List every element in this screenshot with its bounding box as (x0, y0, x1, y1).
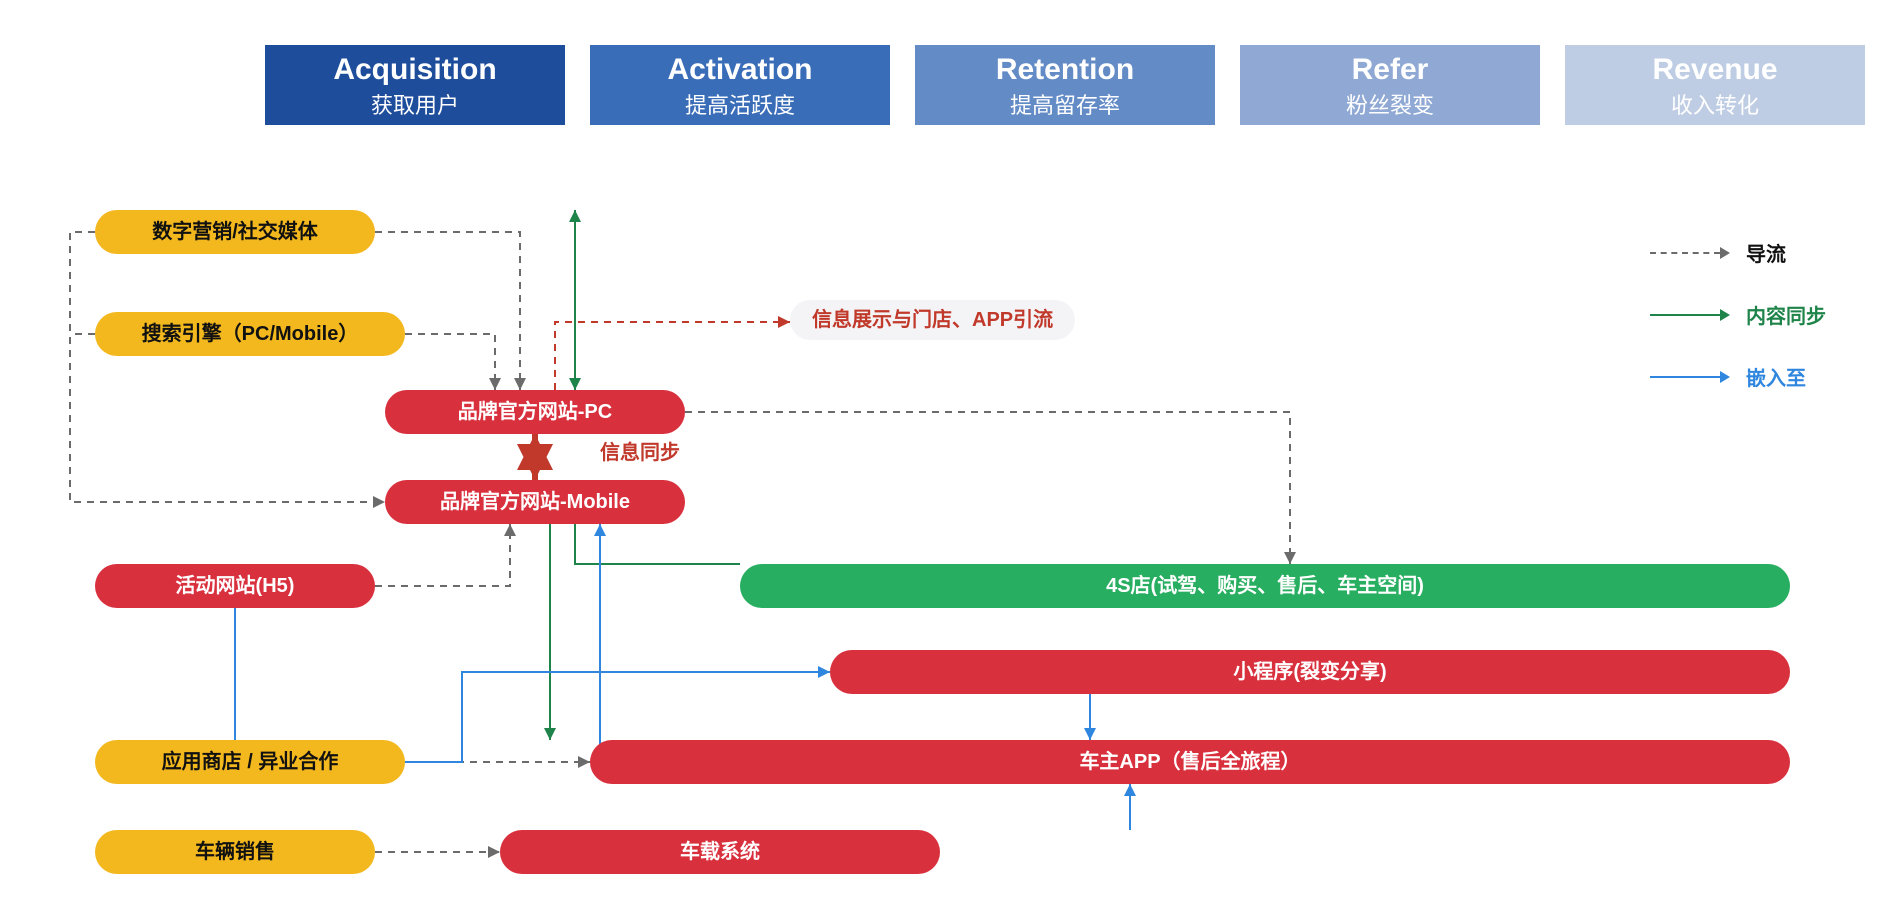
stage-header-en: Activation (590, 45, 890, 86)
node-n_social: 数字营销/社交媒体 (95, 210, 375, 254)
stage-header-zh: 收入转化 (1565, 88, 1865, 120)
stage-header-en: Acquisition (265, 45, 565, 86)
node-n_app: 车主APP（售后全旅程） (590, 740, 1790, 784)
stage-header-zh: 获取用户 (265, 88, 565, 120)
connector-blue (235, 608, 830, 762)
stage-header-en: Retention (915, 45, 1215, 86)
callout-info-display: 信息展示与门店、APP引流 (790, 300, 1075, 340)
node-n_h5: 活动网站(H5) (95, 564, 375, 608)
node-n_appstore: 应用商店 / 异业合作 (95, 740, 405, 784)
connector-gray (375, 524, 510, 586)
stage-header-4: Revenue收入转化 (1565, 45, 1865, 125)
stage-header-2: Retention提高留存率 (915, 45, 1215, 125)
legend-label: 内容同步 (1746, 300, 1826, 329)
connector-gray (375, 232, 520, 390)
legend-line-sample (1650, 314, 1720, 316)
diagram-canvas: Acquisition获取用户Activation提高活跃度Retention提… (0, 0, 1902, 906)
node-n_site_m: 品牌官方网站-Mobile (385, 480, 685, 524)
node-n_4s: 4S店(试驾、购买、售后、车主空间) (740, 564, 1790, 608)
legend-line-sample (1650, 252, 1720, 254)
connector-gray (685, 412, 1290, 564)
node-n_mini: 小程序(裂变分享) (830, 650, 1790, 694)
stage-header-zh: 粉丝裂变 (1240, 88, 1540, 120)
stage-header-zh: 提高留存率 (915, 88, 1215, 120)
node-n_site_pc: 品牌官方网站-PC (385, 390, 685, 434)
stage-header-3: Refer粉丝裂变 (1240, 45, 1540, 125)
legend-arrow-icon (1720, 247, 1730, 259)
stage-header-en: Revenue (1565, 45, 1865, 86)
legend-arrow-icon (1720, 371, 1730, 383)
label-info-sync: 信息同步 (600, 436, 680, 465)
connector-gray (70, 232, 385, 502)
legend-line-sample (1650, 376, 1720, 378)
legend-label: 导流 (1746, 238, 1786, 267)
stage-header-zh: 提高活跃度 (590, 88, 890, 120)
legend-row-2: 嵌入至 (1650, 362, 1806, 391)
stage-header-0: Acquisition获取用户 (265, 45, 565, 125)
node-n_sales: 车辆销售 (95, 830, 375, 874)
legend-row-0: 导流 (1650, 238, 1786, 267)
node-n_search: 搜索引擎（PC/Mobile） (95, 312, 405, 356)
connector-red (555, 322, 790, 390)
connector-gray (405, 334, 495, 390)
legend-label: 嵌入至 (1746, 362, 1806, 391)
legend-row-1: 内容同步 (1650, 300, 1826, 329)
stage-header-en: Refer (1240, 45, 1540, 86)
legend-arrow-icon (1720, 309, 1730, 321)
stage-header-1: Activation提高活跃度 (590, 45, 890, 125)
node-n_car: 车载系统 (500, 830, 940, 874)
